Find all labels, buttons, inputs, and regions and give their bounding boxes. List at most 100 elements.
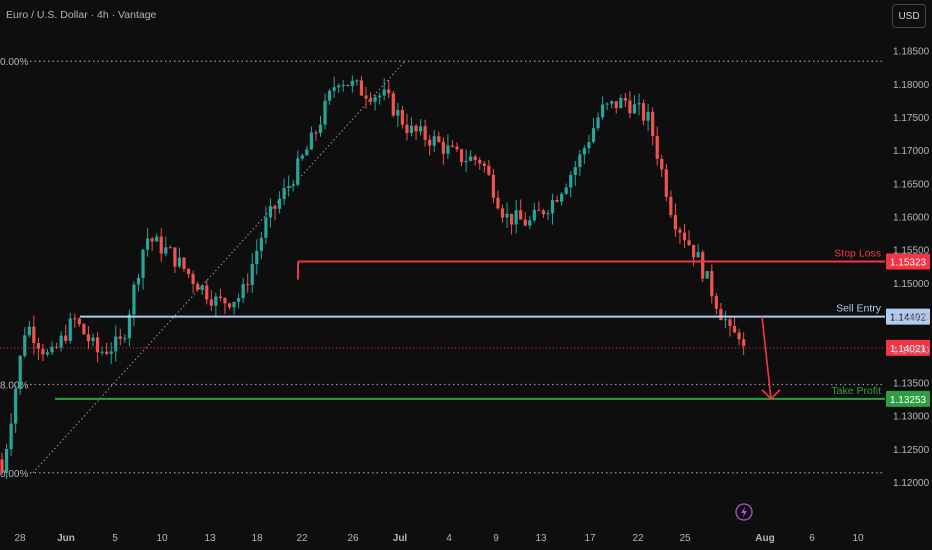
candle-body — [705, 271, 709, 279]
candle-body — [409, 125, 414, 134]
candle-body — [701, 252, 705, 279]
candle-body — [537, 209, 541, 211]
sell-entry-price: 1.14492 — [890, 313, 927, 324]
y-tick-label: 1.16000 — [893, 213, 930, 224]
candle-body — [646, 111, 650, 121]
candle-body — [328, 90, 332, 101]
candle-body — [682, 232, 687, 241]
x-tick-label: 28 — [14, 533, 26, 544]
x-tick-label: 9 — [493, 533, 499, 544]
candle-body — [146, 238, 150, 250]
candle-body — [255, 250, 259, 265]
candle-body — [305, 149, 309, 156]
x-tick-label: 13 — [204, 533, 216, 544]
candle-body — [132, 284, 136, 315]
candle-body — [205, 285, 209, 300]
candle-body — [419, 126, 423, 132]
y-tick-label: 1.17000 — [893, 146, 930, 157]
currency-button[interactable]: USD — [892, 4, 926, 28]
candle-body — [277, 199, 282, 209]
candle-body — [127, 314, 131, 339]
candle-body — [414, 125, 418, 132]
candle-body — [173, 247, 177, 267]
candle-body — [273, 206, 277, 209]
take-profit-label: Take Profit — [831, 385, 881, 397]
candle-body — [710, 271, 714, 297]
candle-body — [437, 136, 441, 142]
candle-body — [519, 210, 523, 220]
lightning-bolt-icon — [741, 506, 747, 518]
candle-body — [114, 336, 118, 352]
candle-body — [423, 126, 427, 140]
candle-body — [578, 154, 582, 168]
candle-body — [186, 268, 191, 275]
x-tick-label: 22 — [632, 533, 644, 544]
candle-body — [105, 351, 109, 354]
candle-body — [23, 335, 27, 356]
candle-body — [373, 97, 377, 102]
candle-body — [355, 80, 359, 82]
candle-body — [391, 93, 395, 116]
y-tick-label: 1.15000 — [893, 279, 930, 290]
candle-body — [669, 196, 673, 216]
candle-body — [687, 240, 691, 245]
candle-body — [459, 149, 464, 163]
candle-body — [464, 160, 468, 163]
candle-body — [241, 284, 245, 299]
y-tick-label: 1.12500 — [893, 445, 930, 456]
x-tick-label: 13 — [535, 533, 547, 544]
candle-body — [300, 155, 304, 159]
candle-body — [368, 98, 373, 102]
candle-body — [209, 299, 213, 306]
candle-body — [491, 174, 495, 198]
sell-entry-price-tag — [886, 308, 930, 325]
candle-body — [432, 136, 436, 146]
candle-body — [651, 111, 655, 137]
candle-body — [723, 319, 728, 321]
candle-body — [673, 215, 677, 230]
candle-body — [123, 338, 127, 340]
candle-body — [550, 200, 555, 214]
candle-body — [641, 103, 646, 121]
candle-body — [500, 208, 505, 218]
candle-body — [441, 141, 445, 154]
chart-title: Euro / U.S. Dollar · 4h · Vantage — [6, 9, 157, 21]
candle-body — [177, 257, 182, 267]
candle-body — [159, 236, 163, 254]
candle-body — [227, 303, 232, 308]
y-tick-label: 1.14000 — [893, 345, 930, 356]
y-tick-label: 1.17500 — [893, 113, 930, 124]
x-tick-label: 10 — [156, 533, 168, 544]
candle-body — [660, 158, 664, 170]
candle-body — [337, 85, 341, 88]
y-tick-label: 1.13000 — [893, 412, 930, 423]
candle-body — [41, 348, 45, 355]
candle-body — [714, 296, 718, 309]
candle-body — [164, 247, 168, 254]
candle-body — [496, 197, 500, 209]
fib-trend-line — [32, 60, 406, 474]
candle-body — [628, 100, 632, 114]
x-tick-label: 22 — [296, 533, 308, 544]
candle-body — [218, 296, 222, 299]
candle-body — [55, 346, 59, 348]
candle-body — [264, 217, 268, 238]
candle-body — [155, 236, 159, 242]
candle-body — [309, 132, 313, 150]
candle-body — [487, 165, 491, 175]
x-tick-label: 26 — [347, 533, 359, 544]
take-profit-price-tag — [886, 390, 930, 407]
candle-body — [541, 210, 546, 215]
candle-body — [196, 283, 200, 291]
candle-body — [719, 308, 723, 321]
candle-body — [36, 343, 40, 349]
candle-body — [573, 167, 577, 175]
candle-body — [514, 210, 518, 225]
candle-body — [77, 318, 81, 325]
candle-body — [200, 285, 204, 291]
candle-body — [341, 84, 345, 86]
x-tick-label: Jul — [393, 533, 408, 544]
candle-body — [555, 200, 559, 202]
